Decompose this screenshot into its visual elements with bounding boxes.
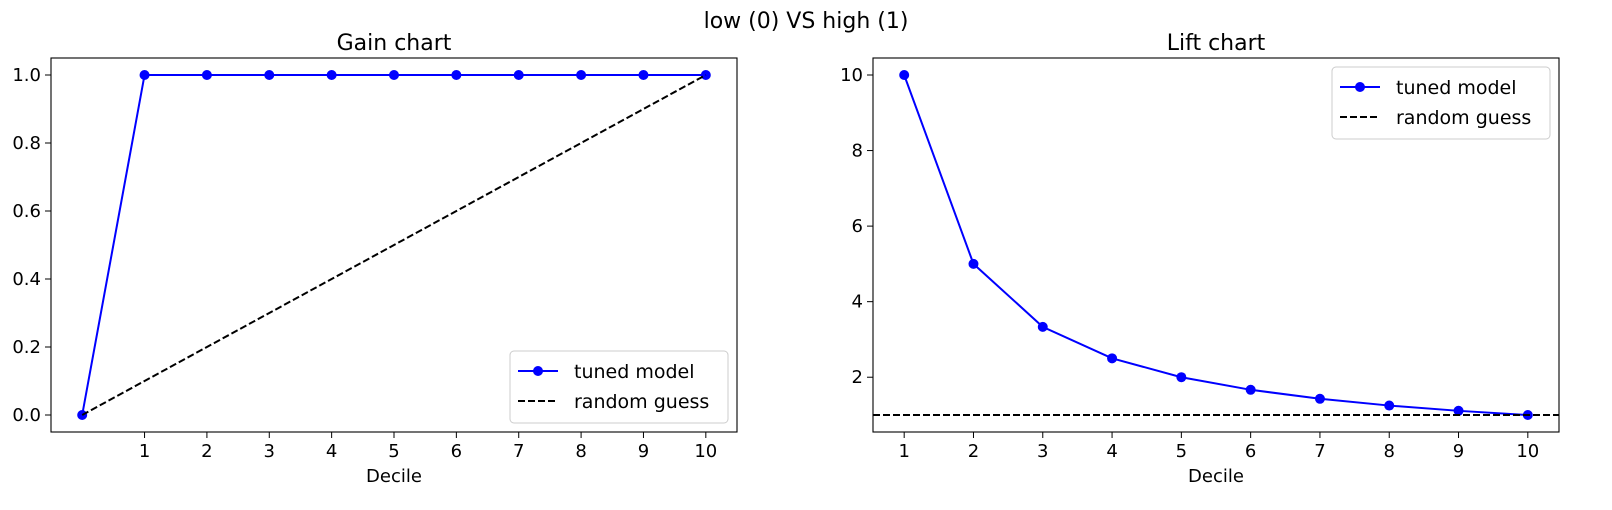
x-tick-label: 4 [326, 441, 337, 462]
gain-chart: Gain chart 1 2 3 4 5 6 7 8 9 10 0.0 0.2 0.4 0.6 0.8 1.0 D… [12, 31, 738, 487]
legend-label: tuned model [574, 361, 695, 383]
plot-frame [872, 57, 1560, 433]
legend: tuned model random guess [1331, 66, 1551, 140]
x-tick-label: 6 [451, 441, 462, 462]
x-tick-label: 5 [1176, 441, 1187, 462]
data-point [968, 258, 979, 269]
x-tick-label: 2 [968, 441, 979, 462]
x-tick-label: 10 [1516, 441, 1539, 462]
data-point [326, 70, 337, 80]
series-tuned-model [899, 70, 1533, 420]
data-point [899, 70, 910, 80]
legend-box [1331, 66, 1551, 140]
y-tick-label: 0.4 [12, 269, 41, 290]
data-point [1245, 384, 1256, 395]
x-tick-label: 9 [638, 441, 649, 462]
chart-title: Lift chart [1167, 31, 1266, 56]
data-point [139, 70, 150, 80]
x-tick-label: 1 [139, 441, 150, 462]
x-tick-label: 7 [513, 441, 524, 462]
x-tick-label: 8 [1384, 441, 1395, 462]
data-point [201, 70, 212, 80]
data-point [264, 70, 275, 80]
x-tick-label: 4 [1106, 441, 1117, 462]
x-tick-label: 1 [898, 441, 909, 462]
legend-marker [533, 366, 543, 376]
data-point [1453, 405, 1464, 416]
y-tick-label: 4 [852, 292, 863, 313]
legend-label: random guess [574, 391, 709, 413]
figure-suptitle: low (0) VS high (1) [704, 9, 909, 34]
series-random-guess [81, 74, 707, 416]
legend-label: tuned model [1396, 77, 1517, 99]
y-tick-label: 6 [852, 216, 863, 237]
x-tick-label: 2 [201, 441, 212, 462]
x-tick-label: 10 [694, 441, 717, 462]
data-point [1314, 393, 1325, 404]
series-line [81, 74, 707, 416]
x-tick-label: 7 [1314, 441, 1325, 462]
y-tick-label: 0.8 [12, 133, 41, 154]
y-tick-label: 8 [852, 141, 863, 162]
chart-title: Gain chart [337, 31, 452, 56]
x-tick-label: 9 [1453, 441, 1464, 462]
legend: tuned model random guess [509, 350, 729, 424]
data-point [513, 70, 524, 80]
x-tick-label: 6 [1245, 441, 1256, 462]
x-axis-label: Decile [1188, 466, 1244, 487]
data-point [1176, 372, 1187, 383]
x-tick-label: 8 [575, 441, 586, 462]
y-tick-label: 1.0 [12, 65, 41, 86]
legend-label: random guess [1396, 107, 1531, 129]
y-tick-label: 10 [840, 65, 863, 86]
y-tick-label: 0.2 [12, 337, 41, 358]
y-tick-label: 2 [852, 367, 863, 388]
data-point [576, 70, 587, 80]
data-point [638, 70, 649, 80]
series-tuned-model [77, 70, 711, 420]
data-point [389, 70, 399, 80]
x-axis-label: Decile [366, 466, 422, 487]
data-point [1037, 321, 1048, 332]
data-point [1384, 400, 1395, 411]
legend-box [509, 350, 729, 424]
x-tick-label: 5 [388, 441, 399, 462]
data-point [451, 70, 462, 80]
legend-marker [1355, 82, 1365, 92]
data-point [1107, 353, 1118, 364]
series-line [903, 74, 1528, 416]
x-tick-label: 3 [264, 441, 275, 462]
y-tick-label: 0.0 [12, 405, 41, 426]
lift-chart: Lift chart 1 2 3 4 5 6 7 8 9 10 2 4 6 8 10 Decile tuned m… [840, 31, 1560, 487]
x-tick-label: 3 [1037, 441, 1048, 462]
y-tick-label: 0.6 [12, 201, 41, 222]
